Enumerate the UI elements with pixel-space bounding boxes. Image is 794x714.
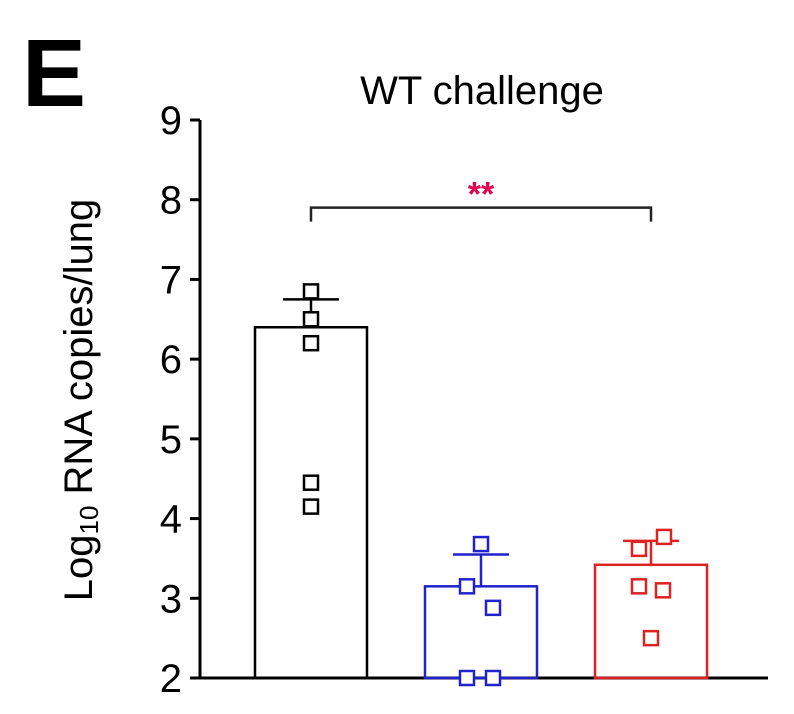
y-tick-label: 4	[160, 498, 182, 542]
data-point	[655, 528, 673, 546]
data-point	[302, 474, 320, 491]
data-point	[630, 540, 648, 558]
y-axis-label: Log10 RNA copies/lung	[57, 199, 104, 602]
chart-title: WT challenge	[360, 69, 604, 113]
data-point	[484, 599, 502, 617]
data-point	[302, 498, 320, 515]
y-axis-label-subscript: 10	[74, 506, 104, 535]
y-axis-label-rest: RNA copies/lung	[57, 199, 101, 506]
significance-bracket: **	[309, 176, 653, 222]
data-point	[458, 578, 476, 595]
data-point	[654, 582, 672, 599]
axes: 2 3 4 5 6 7 8 9	[160, 99, 768, 701]
data-point	[630, 578, 648, 595]
y-tick-label: 9	[160, 99, 182, 143]
data-point	[484, 669, 502, 687]
y-tick-label: 3	[160, 577, 182, 621]
data-point	[458, 669, 476, 687]
significance-bracket-line	[309, 206, 653, 222]
data-point	[302, 283, 320, 300]
y-tick-label: 7	[160, 258, 182, 302]
panel-label: E	[22, 20, 86, 127]
y-tick-label: 2	[160, 657, 182, 701]
y-tick-label: 5	[160, 418, 182, 462]
data-point	[302, 311, 320, 328]
data-point	[642, 629, 660, 647]
bars	[253, 326, 709, 680]
data-points	[302, 283, 673, 687]
y-tick-label: 8	[160, 179, 182, 223]
significance-label: **	[468, 176, 495, 214]
y-axis-label-main: Log	[57, 535, 101, 602]
bar	[423, 585, 539, 680]
bar	[593, 563, 709, 680]
data-point	[302, 334, 320, 352]
data-point	[472, 535, 490, 553]
y-tick-label: 6	[160, 338, 182, 382]
